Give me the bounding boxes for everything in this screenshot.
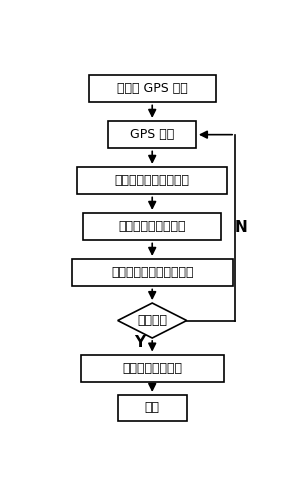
FancyBboxPatch shape — [118, 395, 187, 421]
FancyBboxPatch shape — [108, 121, 196, 149]
FancyBboxPatch shape — [72, 259, 233, 286]
Text: 疲劳驾驶: 疲劳驾驶 — [137, 314, 167, 327]
FancyBboxPatch shape — [78, 167, 227, 195]
Text: GPS 定位: GPS 定位 — [130, 128, 174, 141]
Text: 与标准正常驾驶模型对比: 与标准正常驾驶模型对比 — [111, 266, 193, 279]
Text: 上传数据至监控中心: 上传数据至监控中心 — [119, 220, 186, 233]
Text: Y: Y — [134, 335, 145, 350]
Text: N: N — [234, 220, 247, 235]
FancyBboxPatch shape — [81, 355, 224, 382]
Text: 初始化 GPS 设备: 初始化 GPS 设备 — [117, 82, 188, 95]
Polygon shape — [118, 303, 187, 338]
Text: 结束: 结束 — [145, 401, 160, 414]
Text: 建立实时行车轨迹模型: 建立实时行车轨迹模型 — [115, 174, 190, 187]
FancyBboxPatch shape — [89, 75, 216, 102]
FancyBboxPatch shape — [83, 213, 221, 240]
Text: 采取对应预防措施: 采取对应预防措施 — [122, 362, 182, 375]
